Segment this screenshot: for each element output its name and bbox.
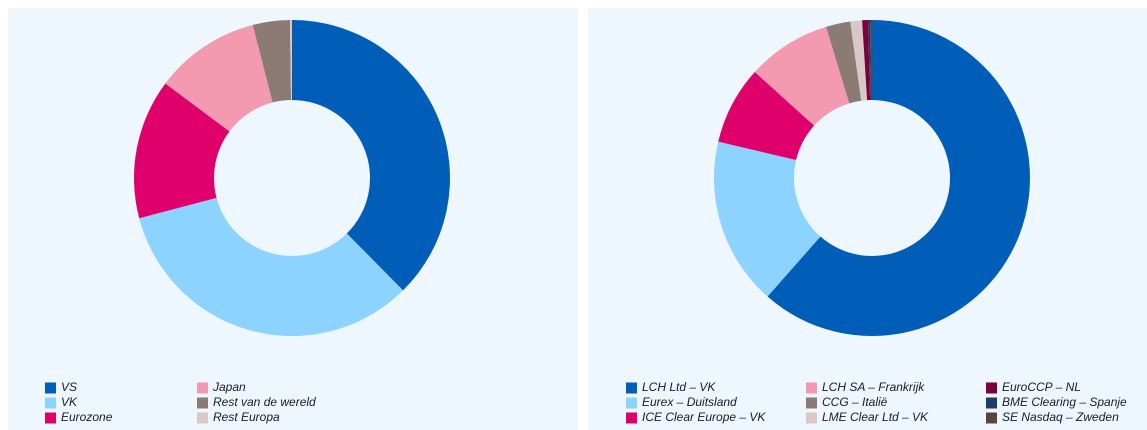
legend-swatch bbox=[806, 382, 817, 394]
legend-swatch bbox=[986, 397, 997, 409]
legend-swatch bbox=[626, 382, 637, 394]
donut-slice bbox=[139, 197, 404, 336]
legend-swatch bbox=[197, 382, 208, 394]
donut-slice bbox=[252, 20, 292, 103]
legend-swatch bbox=[45, 382, 56, 394]
legend-label: Rest van de wereld bbox=[213, 395, 316, 409]
donut-slice bbox=[767, 20, 1030, 336]
legend-label: LCH SA – Frankrijk bbox=[822, 380, 925, 394]
legend-swatch bbox=[806, 397, 817, 409]
legend-swatch bbox=[626, 397, 637, 409]
legend-label: Eurozone bbox=[61, 410, 113, 424]
legend-label: Japan bbox=[212, 380, 246, 394]
legend-swatch bbox=[45, 412, 56, 424]
legend-label: LME Clear Ltd – VK bbox=[822, 410, 929, 424]
donut-slice bbox=[718, 72, 815, 161]
legend-label: SE Nasdaq – Zweden bbox=[1002, 410, 1119, 424]
donut-slice bbox=[850, 20, 868, 101]
donut-slice bbox=[826, 21, 862, 104]
donut-slice bbox=[870, 20, 872, 101]
legend-label: VK bbox=[61, 395, 78, 409]
legend-label: LCH Ltd – VK bbox=[642, 380, 716, 394]
legend-label: Eurex – Duitsland bbox=[642, 395, 737, 409]
legend-label: ICE Clear Europe – VK bbox=[642, 410, 766, 424]
legend-swatch bbox=[45, 397, 56, 409]
legend-swatch bbox=[626, 412, 637, 424]
legend-label: EuroCCP – NL bbox=[1002, 380, 1081, 394]
legend-swatch bbox=[986, 382, 997, 394]
legend-swatch bbox=[806, 412, 817, 424]
donut-slice bbox=[868, 20, 872, 101]
legend-swatch bbox=[986, 412, 997, 424]
donut-slice bbox=[754, 26, 850, 126]
donut-slice bbox=[134, 83, 230, 219]
legend-label: VS bbox=[61, 380, 77, 394]
donut-slice bbox=[714, 141, 821, 297]
donut-slice bbox=[290, 20, 292, 101]
donut-slice bbox=[292, 20, 450, 291]
donut-slice bbox=[165, 24, 273, 132]
legend-label: CCG – Italië bbox=[822, 395, 888, 409]
legend-label: BME Clearing – Spanje bbox=[1002, 395, 1127, 409]
legend-label: Rest Europa bbox=[213, 410, 280, 424]
legend-swatch bbox=[197, 412, 208, 424]
legend-swatch bbox=[197, 397, 208, 409]
donut-slice bbox=[862, 20, 871, 101]
